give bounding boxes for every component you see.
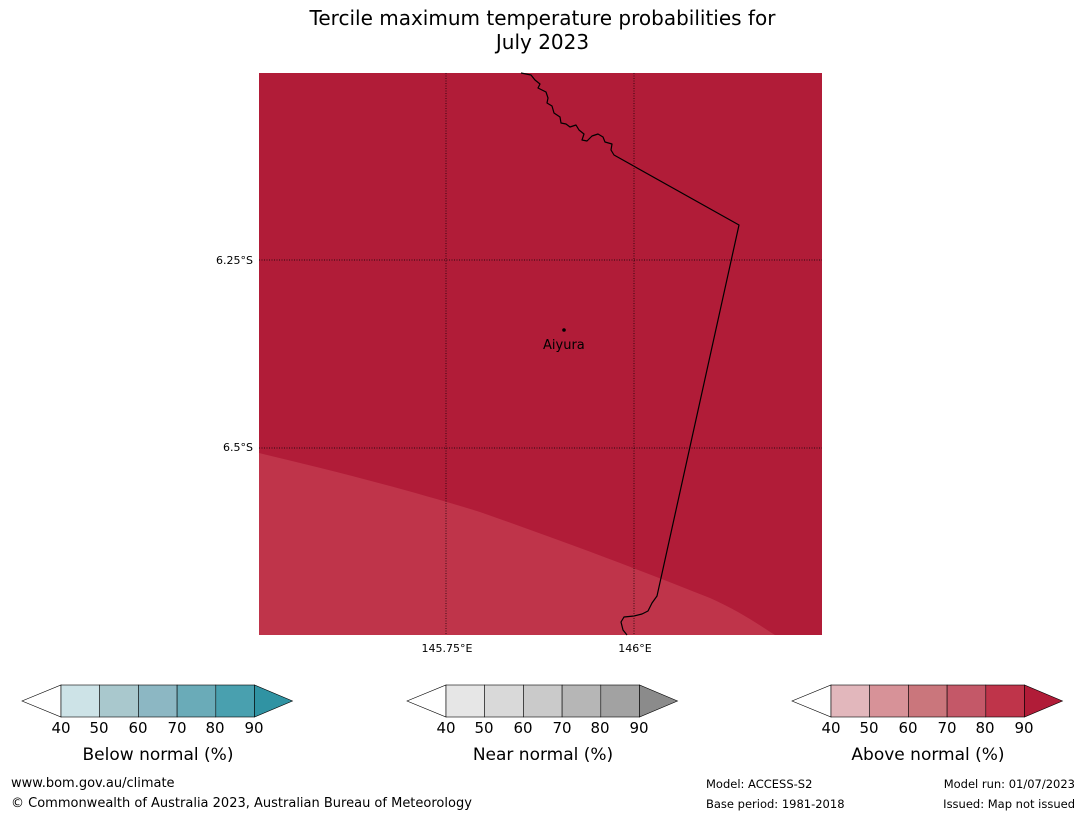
colorbar-segment bbox=[60, 684, 101, 718]
colorbar-over-arrow bbox=[639, 684, 679, 718]
colorbar-segment bbox=[946, 684, 987, 718]
colorbar-segment bbox=[869, 684, 909, 718]
colorbar-near-normal-label: Near normal (%) bbox=[472, 745, 614, 765]
colorbar-near-normal-ticks: 40 50 60 70 80 90 bbox=[405, 719, 681, 739]
place-label-aiyura: Aiyura bbox=[543, 338, 585, 353]
colorbar-under-arrow bbox=[791, 684, 832, 718]
footer-copyright: © Commonwealth of Australia 2023, Austra… bbox=[11, 796, 472, 811]
colorbar-segment bbox=[523, 684, 563, 718]
tick-label: 80 bbox=[590, 719, 610, 737]
colorbar-over-arrow bbox=[254, 684, 294, 718]
tick-label: 90 bbox=[629, 719, 649, 737]
tick-label: 90 bbox=[244, 719, 264, 737]
tick-label: 50 bbox=[859, 719, 879, 737]
tick-label: 70 bbox=[167, 719, 187, 737]
title-line-1: Tercile maximum temperature probabilitie… bbox=[309, 6, 776, 30]
tick-label: 80 bbox=[205, 719, 225, 737]
colorbar-segment bbox=[985, 684, 1025, 718]
colorbar-above-normal-ticks: 40 50 60 70 80 90 bbox=[790, 719, 1066, 739]
tick-label: 60 bbox=[898, 719, 918, 737]
colorbar-segment bbox=[176, 684, 217, 718]
colorbar-segment bbox=[600, 684, 640, 718]
colorbar-below-normal-label: Below normal (%) bbox=[82, 745, 234, 765]
footer-website: www.bom.gov.au/climate bbox=[11, 776, 175, 791]
town-marker-aiyura bbox=[562, 328, 566, 332]
footer-issued: Issued: Map not issued bbox=[943, 797, 1075, 811]
colorbar-segment bbox=[830, 684, 871, 718]
colorbar-below-normal-ticks: 40 50 60 70 80 90 bbox=[20, 719, 296, 739]
colorbar-segment bbox=[561, 684, 602, 718]
colorbar-segment bbox=[908, 684, 948, 718]
map-title: Tercile maximum temperature probabilitie… bbox=[0, 6, 1085, 54]
province-border bbox=[520, 72, 740, 636]
colorbar-segment bbox=[445, 684, 486, 718]
lat-label-6-25s: 6.25°S bbox=[216, 254, 253, 267]
tick-label: 50 bbox=[474, 719, 494, 737]
footer-base-period: Base period: 1981-2018 bbox=[706, 797, 845, 811]
tick-label: 80 bbox=[975, 719, 995, 737]
title-line-2: July 2023 bbox=[495, 30, 590, 54]
lower-probability-region bbox=[259, 453, 775, 635]
colorbar-over-arrow bbox=[1024, 684, 1064, 718]
tick-label: 50 bbox=[89, 719, 109, 737]
colorbar-above-normal-label: Above normal (%) bbox=[851, 745, 1005, 765]
tick-label: 60 bbox=[128, 719, 148, 737]
tick-label: 40 bbox=[436, 719, 456, 737]
tick-label: 60 bbox=[513, 719, 533, 737]
colorbar-segment bbox=[484, 684, 524, 718]
colorbar-below-normal bbox=[21, 684, 294, 718]
colorbar-segment bbox=[215, 684, 255, 718]
tick-label: 70 bbox=[937, 719, 957, 737]
lon-label-146e: 146°E bbox=[618, 642, 652, 655]
lon-label-145-75e: 145.75°E bbox=[421, 642, 473, 655]
footer-model: Model: ACCESS-S2 bbox=[706, 777, 813, 791]
colorbar-under-arrow bbox=[406, 684, 447, 718]
colorbar-under-arrow bbox=[21, 684, 62, 718]
tick-label: 70 bbox=[552, 719, 572, 737]
tick-label: 90 bbox=[1014, 719, 1034, 737]
colorbar-segment bbox=[138, 684, 178, 718]
tick-label: 40 bbox=[51, 719, 71, 737]
tick-label: 40 bbox=[821, 719, 841, 737]
footer-model-run: Model run: 01/07/2023 bbox=[943, 777, 1075, 791]
lat-label-6-5s: 6.5°S bbox=[223, 441, 253, 454]
colorbar-segment bbox=[99, 684, 139, 718]
colorbar-above-normal bbox=[791, 684, 1064, 718]
colorbar-near-normal bbox=[406, 684, 679, 718]
